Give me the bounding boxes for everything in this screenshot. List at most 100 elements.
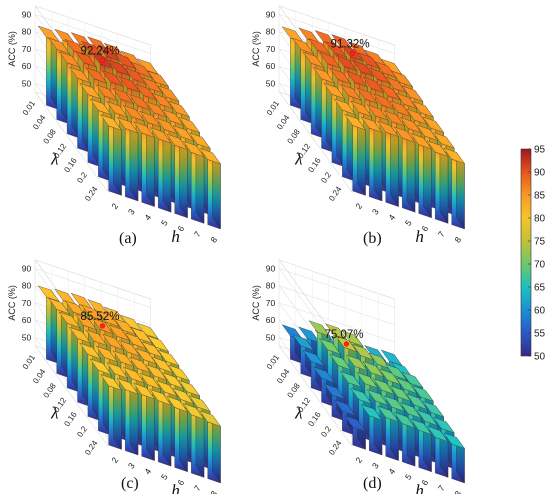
bar-top-face (360, 116, 383, 133)
bar-top-face (97, 310, 120, 327)
h-tick-label: 6 (419, 477, 430, 487)
lambda-tick-label: 0.08 (42, 127, 59, 145)
bar-top-face (374, 61, 397, 78)
lambda-tick-label: 0.2 (75, 170, 89, 185)
z-axis-label: ACC (%) (251, 31, 261, 67)
h-tick-label: 4 (142, 212, 153, 222)
bar (199, 147, 221, 230)
lambda-tick-label: 0.01 (265, 99, 282, 117)
bar (410, 133, 432, 219)
lambda-tick-label: 0.04 (31, 367, 48, 385)
bar (100, 374, 122, 450)
bar-top-face (410, 418, 432, 435)
bar-top-face (75, 313, 97, 331)
bar-top-face (380, 349, 403, 366)
bar-top-face (155, 380, 178, 397)
bar-top-face (95, 84, 118, 101)
bar-top-face (112, 87, 135, 105)
bar-top-face (329, 353, 352, 371)
bar (149, 127, 172, 213)
bar-top-face (339, 84, 362, 101)
z-tick-label: 70 (22, 298, 32, 308)
lambda-tick-label: 0.16 (306, 156, 323, 174)
bar (377, 120, 399, 208)
bar-top-face (166, 133, 188, 150)
bar-top-face (366, 389, 389, 406)
bar (443, 147, 465, 230)
bar (100, 114, 122, 196)
bar-top-face (106, 101, 129, 118)
bar-top-face (79, 82, 102, 100)
bar-top-face (344, 114, 366, 131)
bar-top-face (101, 70, 124, 87)
bar (377, 405, 399, 462)
lambda-tick-label: 0.04 (31, 113, 48, 131)
bar-top-face (48, 297, 70, 315)
bar-top-face (410, 133, 432, 150)
lambda-tick-label: 0.04 (275, 367, 292, 385)
bar-top-face (345, 70, 368, 88)
peak-marker (349, 50, 356, 56)
h-tick-label: 8 (208, 489, 219, 494)
bar (410, 418, 432, 473)
bar-top-face (352, 343, 374, 361)
bar-side-face (195, 144, 205, 224)
bar (344, 114, 366, 196)
bar-top-face (122, 366, 145, 384)
bar-top-face (432, 132, 455, 149)
bar-top-face (81, 304, 103, 321)
bar-top-face (319, 52, 341, 69)
bar-top-face (199, 410, 221, 427)
h-tick-label: 4 (142, 466, 153, 476)
bar-top-face (319, 338, 341, 355)
colorbar-bar (520, 148, 532, 357)
bar-top-face (114, 318, 136, 335)
peak-marker (99, 323, 106, 329)
z-axis-label: ACC (%) (251, 285, 261, 321)
peak-annotation: 85.52% (80, 311, 119, 323)
colorbar-tick-label: 55 (534, 329, 546, 340)
bar (116, 117, 139, 202)
lambda-tick-label: 0.2 (319, 170, 333, 185)
z-tick-label: 90 (266, 10, 276, 20)
z-tick-label: 70 (266, 44, 276, 54)
bar-top-face (89, 358, 112, 375)
lambda-tick-label: 0.2 (319, 424, 333, 439)
z-tick-label: 70 (22, 44, 32, 54)
bar-top-face (325, 323, 347, 340)
h-tick-label: 2 (353, 455, 364, 465)
h-tick-label: 5 (159, 218, 170, 228)
bar-side-face (162, 131, 172, 213)
z-tick-label: 80 (22, 281, 32, 291)
peak-marker (99, 57, 106, 63)
lambda-tick-label: 0.24 (327, 438, 344, 456)
bar-top-face (333, 399, 356, 416)
bar-top-face (122, 105, 145, 122)
h-tick-label: 7 (436, 229, 447, 239)
bar-top-face (298, 326, 321, 343)
z-tick-label: 70 (266, 298, 276, 308)
bar-top-face (358, 52, 380, 69)
lambda-tick-label: 0.04 (275, 113, 292, 131)
h-axis-label: h (171, 227, 180, 246)
bar-top-face (178, 380, 201, 397)
h-tick-label: 2 (109, 455, 120, 465)
bar-top-face (199, 147, 221, 165)
bar-side-face (456, 151, 465, 230)
bar (302, 51, 325, 139)
bar-top-face (312, 67, 335, 84)
h-tick-label: 5 (159, 472, 170, 482)
colorbar-tick-label: 95 (534, 145, 546, 156)
bar-top-face (323, 82, 346, 100)
panel-label: (a) (119, 230, 137, 247)
z-tick-label: 80 (266, 27, 276, 37)
lambda-axis-label: λ (50, 150, 58, 169)
bar-side-face (390, 124, 399, 208)
bar-side-face (406, 130, 416, 213)
bar-top-face (345, 354, 368, 371)
bar-top-face (141, 77, 163, 94)
bar-top-face (350, 388, 373, 405)
